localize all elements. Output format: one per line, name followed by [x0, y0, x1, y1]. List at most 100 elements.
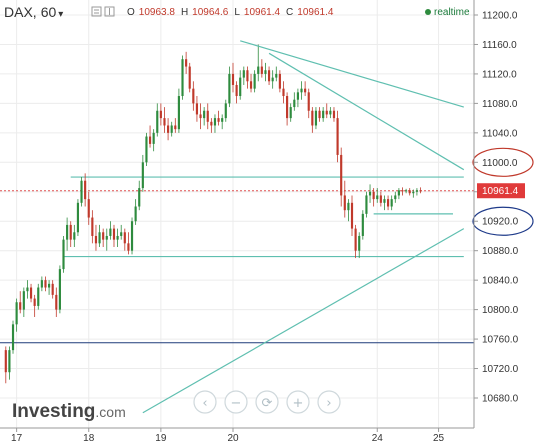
chart-header: DAX, 60 ▾ O 10963.8 H 10964.6 L 10961.4 C 10961.4… — [4, 4, 470, 20]
candle-body — [235, 84, 238, 97]
candle-body — [156, 110, 159, 133]
zoom-in-button[interactable]: + — [286, 390, 310, 414]
interval-separator: , — [33, 4, 37, 20]
interval-label: 60 — [41, 4, 57, 20]
candle-body — [192, 88, 195, 104]
candle-body — [210, 121, 213, 126]
candle-body — [347, 202, 350, 211]
x-axis: 17 18 19 20 24 25 — [11, 428, 445, 444]
candle-body — [394, 195, 397, 200]
scroll-left-button[interactable]: ‹ — [193, 390, 217, 414]
x-tick-label: 18 — [83, 433, 95, 444]
candle-body — [76, 202, 80, 233]
candle-body — [322, 110, 325, 119]
zoom-out-button[interactable]: − — [224, 390, 248, 414]
candle-body — [120, 232, 123, 236]
y-tick-label: 11080.0 — [482, 99, 518, 110]
candle-body — [51, 283, 54, 295]
y-tick-label: 11000.0 — [482, 158, 518, 169]
candle-body — [350, 202, 354, 229]
zoom-controls: ‹ − ⟳ + › — [193, 390, 341, 414]
candle-body — [123, 232, 126, 244]
reset-button[interactable]: ⟳ — [255, 390, 279, 414]
candle-body — [217, 118, 220, 122]
candle-body — [206, 110, 209, 122]
candle-body — [397, 190, 400, 196]
candle-body — [329, 110, 332, 115]
realtime-dot-icon — [425, 9, 431, 15]
candle-body — [127, 243, 130, 251]
candle-body — [419, 190, 422, 192]
candle-body — [289, 107, 292, 119]
candle-body — [221, 118, 224, 122]
y-tick-label: 10720.0 — [482, 364, 519, 375]
y-tick-label: 11040.0 — [482, 128, 518, 139]
trendline — [268, 52, 465, 171]
candle-body — [55, 294, 58, 310]
candle-body — [195, 103, 199, 115]
y-tick-label: 10760.0 — [482, 335, 519, 346]
candle-body — [401, 190, 404, 192]
zoom-in-icon: + — [293, 396, 304, 411]
candle-body — [181, 59, 184, 97]
realtime-label: realtime — [434, 7, 470, 18]
candle-body — [152, 132, 155, 144]
logo-suffix-text: .com — [95, 404, 125, 420]
y-tick-label: 10800.0 — [482, 305, 519, 316]
candle-body — [109, 228, 112, 236]
candle-body — [361, 213, 364, 236]
candle-body — [415, 190, 419, 192]
candle-body — [174, 125, 177, 130]
candle-body — [405, 190, 408, 192]
candle-body — [386, 199, 390, 207]
x-tick-label: 19 — [155, 433, 167, 444]
candle-body — [314, 110, 318, 126]
candle-body — [33, 298, 36, 306]
chart-annotations — [0, 176, 474, 344]
candle-body — [282, 88, 285, 97]
candle-body — [293, 99, 296, 108]
candle-body — [130, 221, 134, 251]
settings-icon[interactable] — [91, 6, 102, 17]
scroll-right-button[interactable]: › — [317, 390, 341, 414]
candle-body — [188, 66, 191, 89]
candle-body — [170, 125, 173, 133]
candle-body — [19, 302, 22, 310]
candle-body — [228, 73, 231, 104]
candle-body — [376, 195, 379, 200]
candle-body — [148, 136, 152, 144]
candle-body — [253, 73, 256, 89]
candle-body — [300, 88, 303, 93]
candle-body — [44, 280, 47, 288]
candle-body — [4, 350, 7, 373]
candle-body — [134, 206, 137, 222]
x-tick-label: 24 — [372, 433, 384, 444]
candle-body — [408, 190, 411, 194]
current-price-label: 10961.4 — [482, 186, 519, 197]
candle-body — [412, 191, 415, 194]
candle-body — [224, 103, 227, 119]
candle-body — [112, 228, 116, 240]
y-tick-label: 10880.0 — [482, 246, 519, 257]
candle-body — [159, 110, 162, 119]
candle-body — [58, 269, 61, 310]
trendline — [142, 228, 465, 414]
candle-body — [379, 195, 382, 203]
low-label: L — [234, 7, 240, 18]
interval-dropdown-icon[interactable]: ▾ — [58, 9, 63, 20]
low-value: 10961.4 — [244, 7, 281, 18]
candle-body — [69, 224, 72, 240]
candle-body — [62, 239, 65, 270]
close-value: 10961.4 — [297, 7, 334, 18]
candle-body — [260, 66, 263, 74]
svg-text:DAX,60▾: DAX, 60 ▾ — [4, 4, 63, 20]
candle-body — [163, 118, 166, 126]
candle-body — [390, 199, 393, 207]
candle-body — [332, 110, 336, 119]
candle-body — [102, 232, 105, 240]
fullscreen-icon[interactable] — [104, 6, 115, 17]
candle-body — [311, 110, 314, 126]
candle-body — [296, 92, 299, 100]
